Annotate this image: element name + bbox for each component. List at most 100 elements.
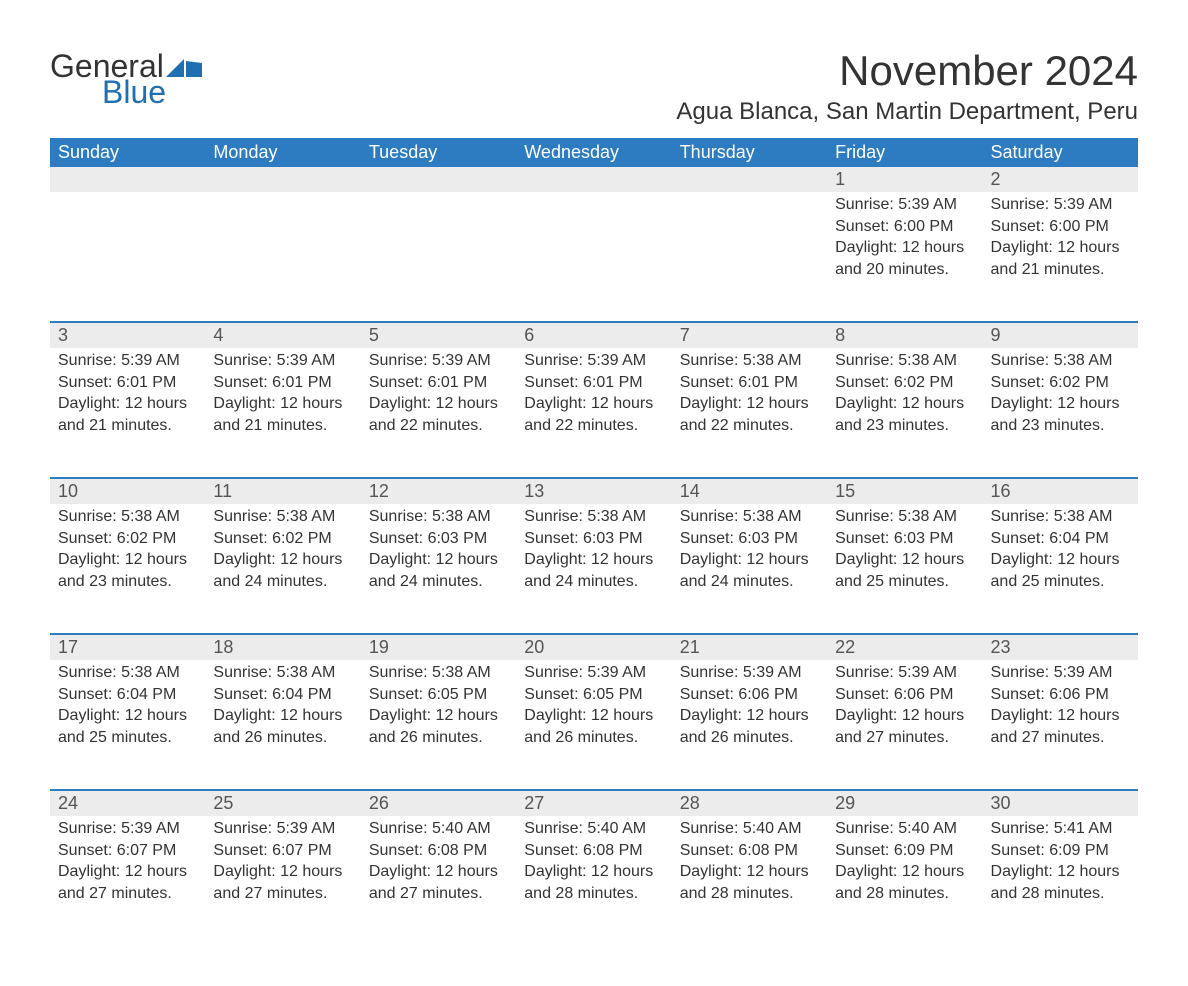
sunset-label: Sunset: bbox=[680, 374, 734, 391]
day-cell: Sunrise: 5:39 AMSunset: 6:01 PMDaylight:… bbox=[516, 348, 671, 478]
weekday-header: Wednesday bbox=[516, 138, 671, 167]
day-number: 4 bbox=[205, 323, 360, 348]
daylight-line: Daylight: 12 hours and 23 minutes. bbox=[58, 549, 197, 592]
daylight-line: Daylight: 12 hours and 24 minutes. bbox=[369, 549, 508, 592]
sunset-line: Sunset: 6:03 PM bbox=[835, 528, 974, 550]
sunrise-label: Sunrise: bbox=[835, 352, 894, 369]
daylight-label: Daylight: bbox=[680, 863, 742, 880]
day-number: 20 bbox=[516, 635, 671, 660]
and-word: and bbox=[58, 729, 85, 746]
sunset-line: Sunset: 6:05 PM bbox=[369, 684, 508, 706]
sunrise-value: 5:39 AM bbox=[121, 352, 180, 369]
daylight-line: Daylight: 12 hours and 25 minutes. bbox=[58, 705, 197, 748]
day-number-cell: 15 bbox=[827, 478, 982, 504]
daylight-minutes: 27 bbox=[245, 885, 263, 902]
daylight-line: Daylight: 12 hours and 28 minutes. bbox=[991, 861, 1130, 904]
daylight-label: Daylight: bbox=[58, 863, 120, 880]
sunrise-line: Sunrise: 5:39 AM bbox=[991, 194, 1130, 216]
sunset-label: Sunset: bbox=[369, 374, 423, 391]
sunset-value: 6:03 PM bbox=[894, 530, 954, 547]
daylight-label: Daylight: bbox=[680, 395, 742, 412]
minutes-word: minutes. bbox=[422, 417, 482, 434]
daylight-label: Daylight: bbox=[58, 551, 120, 568]
daylight-hours: 12 bbox=[125, 551, 143, 568]
and-word: and bbox=[680, 573, 707, 590]
sunset-value: 6:08 PM bbox=[738, 842, 798, 859]
and-word: and bbox=[369, 417, 396, 434]
sunset-value: 6:06 PM bbox=[738, 686, 798, 703]
daylight-hours: 12 bbox=[436, 395, 454, 412]
day-cell: Sunrise: 5:39 AMSunset: 6:07 PMDaylight:… bbox=[50, 816, 205, 946]
day-cell-body: Sunrise: 5:39 AMSunset: 6:06 PMDaylight:… bbox=[672, 660, 827, 754]
daylight-line: Daylight: 12 hours and 22 minutes. bbox=[680, 393, 819, 436]
sunrise-line: Sunrise: 5:38 AM bbox=[991, 350, 1130, 372]
sunrise-label: Sunrise: bbox=[213, 664, 272, 681]
sunrise-value: 5:39 AM bbox=[1054, 664, 1113, 681]
sunset-label: Sunset: bbox=[680, 530, 734, 547]
day-number-cell bbox=[516, 167, 671, 192]
daylight-minutes: 24 bbox=[711, 573, 729, 590]
sunrise-label: Sunrise: bbox=[524, 508, 583, 525]
sunrise-label: Sunrise: bbox=[680, 664, 739, 681]
daylight-label: Daylight: bbox=[991, 863, 1053, 880]
day-number: 12 bbox=[361, 479, 516, 504]
hours-word: hours bbox=[924, 863, 964, 880]
day-number-cell: 28 bbox=[672, 790, 827, 816]
sunrise-label: Sunrise: bbox=[369, 820, 428, 837]
sunset-value: 6:00 PM bbox=[1049, 218, 1109, 235]
daylight-label: Daylight: bbox=[524, 863, 586, 880]
day-number: 22 bbox=[827, 635, 982, 660]
day-number: 29 bbox=[827, 791, 982, 816]
daylight-minutes: 26 bbox=[555, 729, 573, 746]
sunset-label: Sunset: bbox=[58, 530, 112, 547]
sunrise-line: Sunrise: 5:40 AM bbox=[524, 818, 663, 840]
sunset-value: 6:01 PM bbox=[428, 374, 488, 391]
day-number-cell bbox=[205, 167, 360, 192]
day-cell: Sunrise: 5:39 AMSunset: 6:00 PMDaylight:… bbox=[827, 192, 982, 322]
and-word: and bbox=[524, 417, 551, 434]
daylight-line: Daylight: 12 hours and 20 minutes. bbox=[835, 237, 974, 280]
sunset-label: Sunset: bbox=[369, 686, 423, 703]
hours-word: hours bbox=[147, 707, 187, 724]
day-cell: Sunrise: 5:38 AMSunset: 6:03 PMDaylight:… bbox=[516, 504, 671, 634]
daylight-minutes: 27 bbox=[1022, 729, 1040, 746]
hours-word: hours bbox=[302, 395, 342, 412]
day-number-cell: 24 bbox=[50, 790, 205, 816]
daylight-label: Daylight: bbox=[369, 863, 431, 880]
day-cell: Sunrise: 5:38 AMSunset: 6:02 PMDaylight:… bbox=[50, 504, 205, 634]
and-word: and bbox=[213, 885, 240, 902]
sunrise-value: 5:38 AM bbox=[432, 508, 491, 525]
day-cell-body: Sunrise: 5:38 AMSunset: 6:02 PMDaylight:… bbox=[205, 504, 360, 598]
sunrise-label: Sunrise: bbox=[680, 820, 739, 837]
sunrise-label: Sunrise: bbox=[58, 664, 117, 681]
sunrise-line: Sunrise: 5:38 AM bbox=[213, 662, 352, 684]
day-number-cell: 10 bbox=[50, 478, 205, 504]
sunset-line: Sunset: 6:01 PM bbox=[213, 372, 352, 394]
minutes-word: minutes. bbox=[422, 885, 482, 902]
minutes-word: minutes. bbox=[889, 417, 949, 434]
sunset-value: 6:02 PM bbox=[272, 530, 332, 547]
and-word: and bbox=[369, 729, 396, 746]
sunset-label: Sunset: bbox=[991, 218, 1045, 235]
sunrise-label: Sunrise: bbox=[835, 664, 894, 681]
day-cell: Sunrise: 5:39 AMSunset: 6:01 PMDaylight:… bbox=[361, 348, 516, 478]
sunset-line: Sunset: 6:02 PM bbox=[991, 372, 1130, 394]
sunset-line: Sunset: 6:02 PM bbox=[835, 372, 974, 394]
daylight-label: Daylight: bbox=[524, 551, 586, 568]
day-cell: Sunrise: 5:41 AMSunset: 6:09 PMDaylight:… bbox=[983, 816, 1138, 946]
sunrise-label: Sunrise: bbox=[58, 508, 117, 525]
daylight-minutes: 21 bbox=[89, 417, 107, 434]
sunset-line: Sunset: 6:02 PM bbox=[58, 528, 197, 550]
minutes-word: minutes. bbox=[111, 417, 171, 434]
sunset-line: Sunset: 6:08 PM bbox=[680, 840, 819, 862]
sunset-value: 6:09 PM bbox=[894, 842, 954, 859]
sunset-line: Sunset: 6:06 PM bbox=[835, 684, 974, 706]
minutes-word: minutes. bbox=[1044, 417, 1104, 434]
sunset-label: Sunset: bbox=[991, 842, 1045, 859]
sunrise-line: Sunrise: 5:38 AM bbox=[213, 506, 352, 528]
daylight-label: Daylight: bbox=[680, 551, 742, 568]
daylight-line: Daylight: 12 hours and 28 minutes. bbox=[524, 861, 663, 904]
day-number-cell: 7 bbox=[672, 322, 827, 348]
day-number: 1 bbox=[827, 167, 982, 192]
daylight-hours: 12 bbox=[591, 863, 609, 880]
